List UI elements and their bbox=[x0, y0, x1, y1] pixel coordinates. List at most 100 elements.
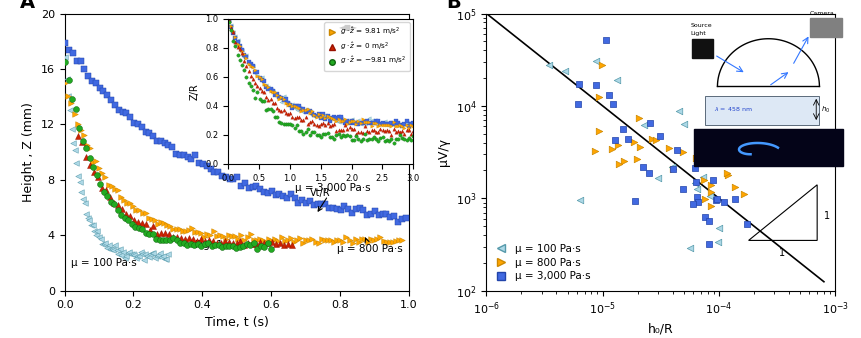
Point bbox=[327, 121, 341, 126]
Point bbox=[254, 243, 268, 248]
Point bbox=[72, 125, 86, 131]
Point bbox=[349, 237, 362, 242]
Point bbox=[334, 118, 348, 123]
Bar bbox=[810, 18, 842, 37]
Point bbox=[276, 107, 290, 113]
Point bbox=[79, 211, 93, 217]
Point bbox=[90, 159, 103, 164]
Point bbox=[259, 82, 273, 88]
Point bbox=[292, 114, 306, 119]
Point bbox=[393, 132, 407, 138]
Point bbox=[59, 54, 72, 59]
Point bbox=[697, 174, 710, 180]
Point bbox=[232, 47, 246, 52]
Point bbox=[219, 236, 232, 241]
Point bbox=[319, 116, 332, 121]
Point bbox=[347, 119, 361, 124]
Point bbox=[319, 116, 332, 122]
Point bbox=[286, 122, 300, 127]
Point bbox=[166, 227, 180, 232]
Point bbox=[616, 126, 630, 131]
Point bbox=[242, 61, 256, 67]
Point bbox=[338, 203, 351, 209]
Point bbox=[383, 215, 397, 220]
Point bbox=[176, 228, 189, 234]
Point bbox=[310, 112, 324, 118]
Point bbox=[662, 146, 676, 151]
Point bbox=[290, 114, 304, 120]
Point bbox=[337, 239, 350, 244]
Point bbox=[65, 127, 78, 132]
Point bbox=[270, 114, 284, 120]
Point bbox=[222, 17, 236, 23]
Point bbox=[255, 76, 269, 82]
Point bbox=[242, 69, 256, 74]
Point bbox=[224, 25, 238, 30]
Point bbox=[179, 228, 193, 233]
Point bbox=[310, 122, 324, 127]
Point bbox=[272, 94, 286, 100]
Point bbox=[354, 138, 368, 144]
Point bbox=[77, 132, 90, 138]
Text: μ = 800 Pa·s: μ = 800 Pa·s bbox=[337, 238, 402, 254]
Point bbox=[645, 137, 659, 142]
Point bbox=[321, 114, 335, 119]
Point bbox=[286, 114, 300, 120]
Point bbox=[71, 134, 85, 139]
Point bbox=[649, 138, 663, 143]
Point bbox=[691, 199, 704, 204]
Point bbox=[378, 138, 392, 144]
Point bbox=[349, 207, 362, 212]
Point bbox=[85, 79, 99, 84]
Point bbox=[325, 115, 339, 120]
Point bbox=[201, 240, 215, 245]
Point bbox=[340, 118, 354, 124]
Point bbox=[336, 118, 350, 123]
Point bbox=[282, 100, 295, 106]
Point bbox=[343, 121, 356, 126]
Point bbox=[218, 239, 232, 244]
Point bbox=[276, 122, 290, 127]
Point bbox=[120, 254, 133, 259]
Point bbox=[393, 122, 407, 127]
Point bbox=[356, 131, 369, 136]
Point bbox=[257, 190, 271, 195]
X-axis label: h₀/R: h₀/R bbox=[648, 322, 673, 336]
Point bbox=[238, 54, 251, 59]
Point bbox=[122, 249, 136, 255]
Point bbox=[354, 120, 368, 125]
Point bbox=[195, 231, 208, 236]
Point bbox=[312, 240, 325, 245]
Point bbox=[387, 140, 400, 145]
Point bbox=[96, 241, 110, 246]
Point bbox=[140, 254, 154, 259]
Point bbox=[103, 194, 117, 199]
Point bbox=[153, 250, 167, 256]
Point bbox=[268, 115, 282, 120]
Point bbox=[395, 124, 409, 129]
Point bbox=[269, 192, 282, 198]
Point bbox=[272, 96, 286, 101]
Point bbox=[288, 125, 301, 130]
Point bbox=[369, 118, 383, 123]
Point bbox=[181, 242, 195, 248]
Point bbox=[406, 133, 420, 139]
Point bbox=[84, 162, 97, 167]
Point bbox=[239, 54, 253, 60]
Point bbox=[312, 111, 325, 117]
Point bbox=[150, 138, 164, 144]
Point bbox=[404, 122, 418, 127]
Point bbox=[340, 117, 354, 123]
Point bbox=[63, 107, 77, 113]
Point bbox=[358, 121, 372, 126]
Point bbox=[115, 252, 128, 258]
Point bbox=[244, 63, 257, 69]
Point bbox=[121, 250, 134, 256]
Point bbox=[306, 130, 319, 135]
Point bbox=[244, 61, 257, 66]
Point bbox=[343, 133, 356, 139]
Bar bbox=[694, 129, 843, 166]
Point bbox=[222, 244, 236, 249]
Point bbox=[215, 244, 229, 250]
Point bbox=[331, 237, 344, 243]
